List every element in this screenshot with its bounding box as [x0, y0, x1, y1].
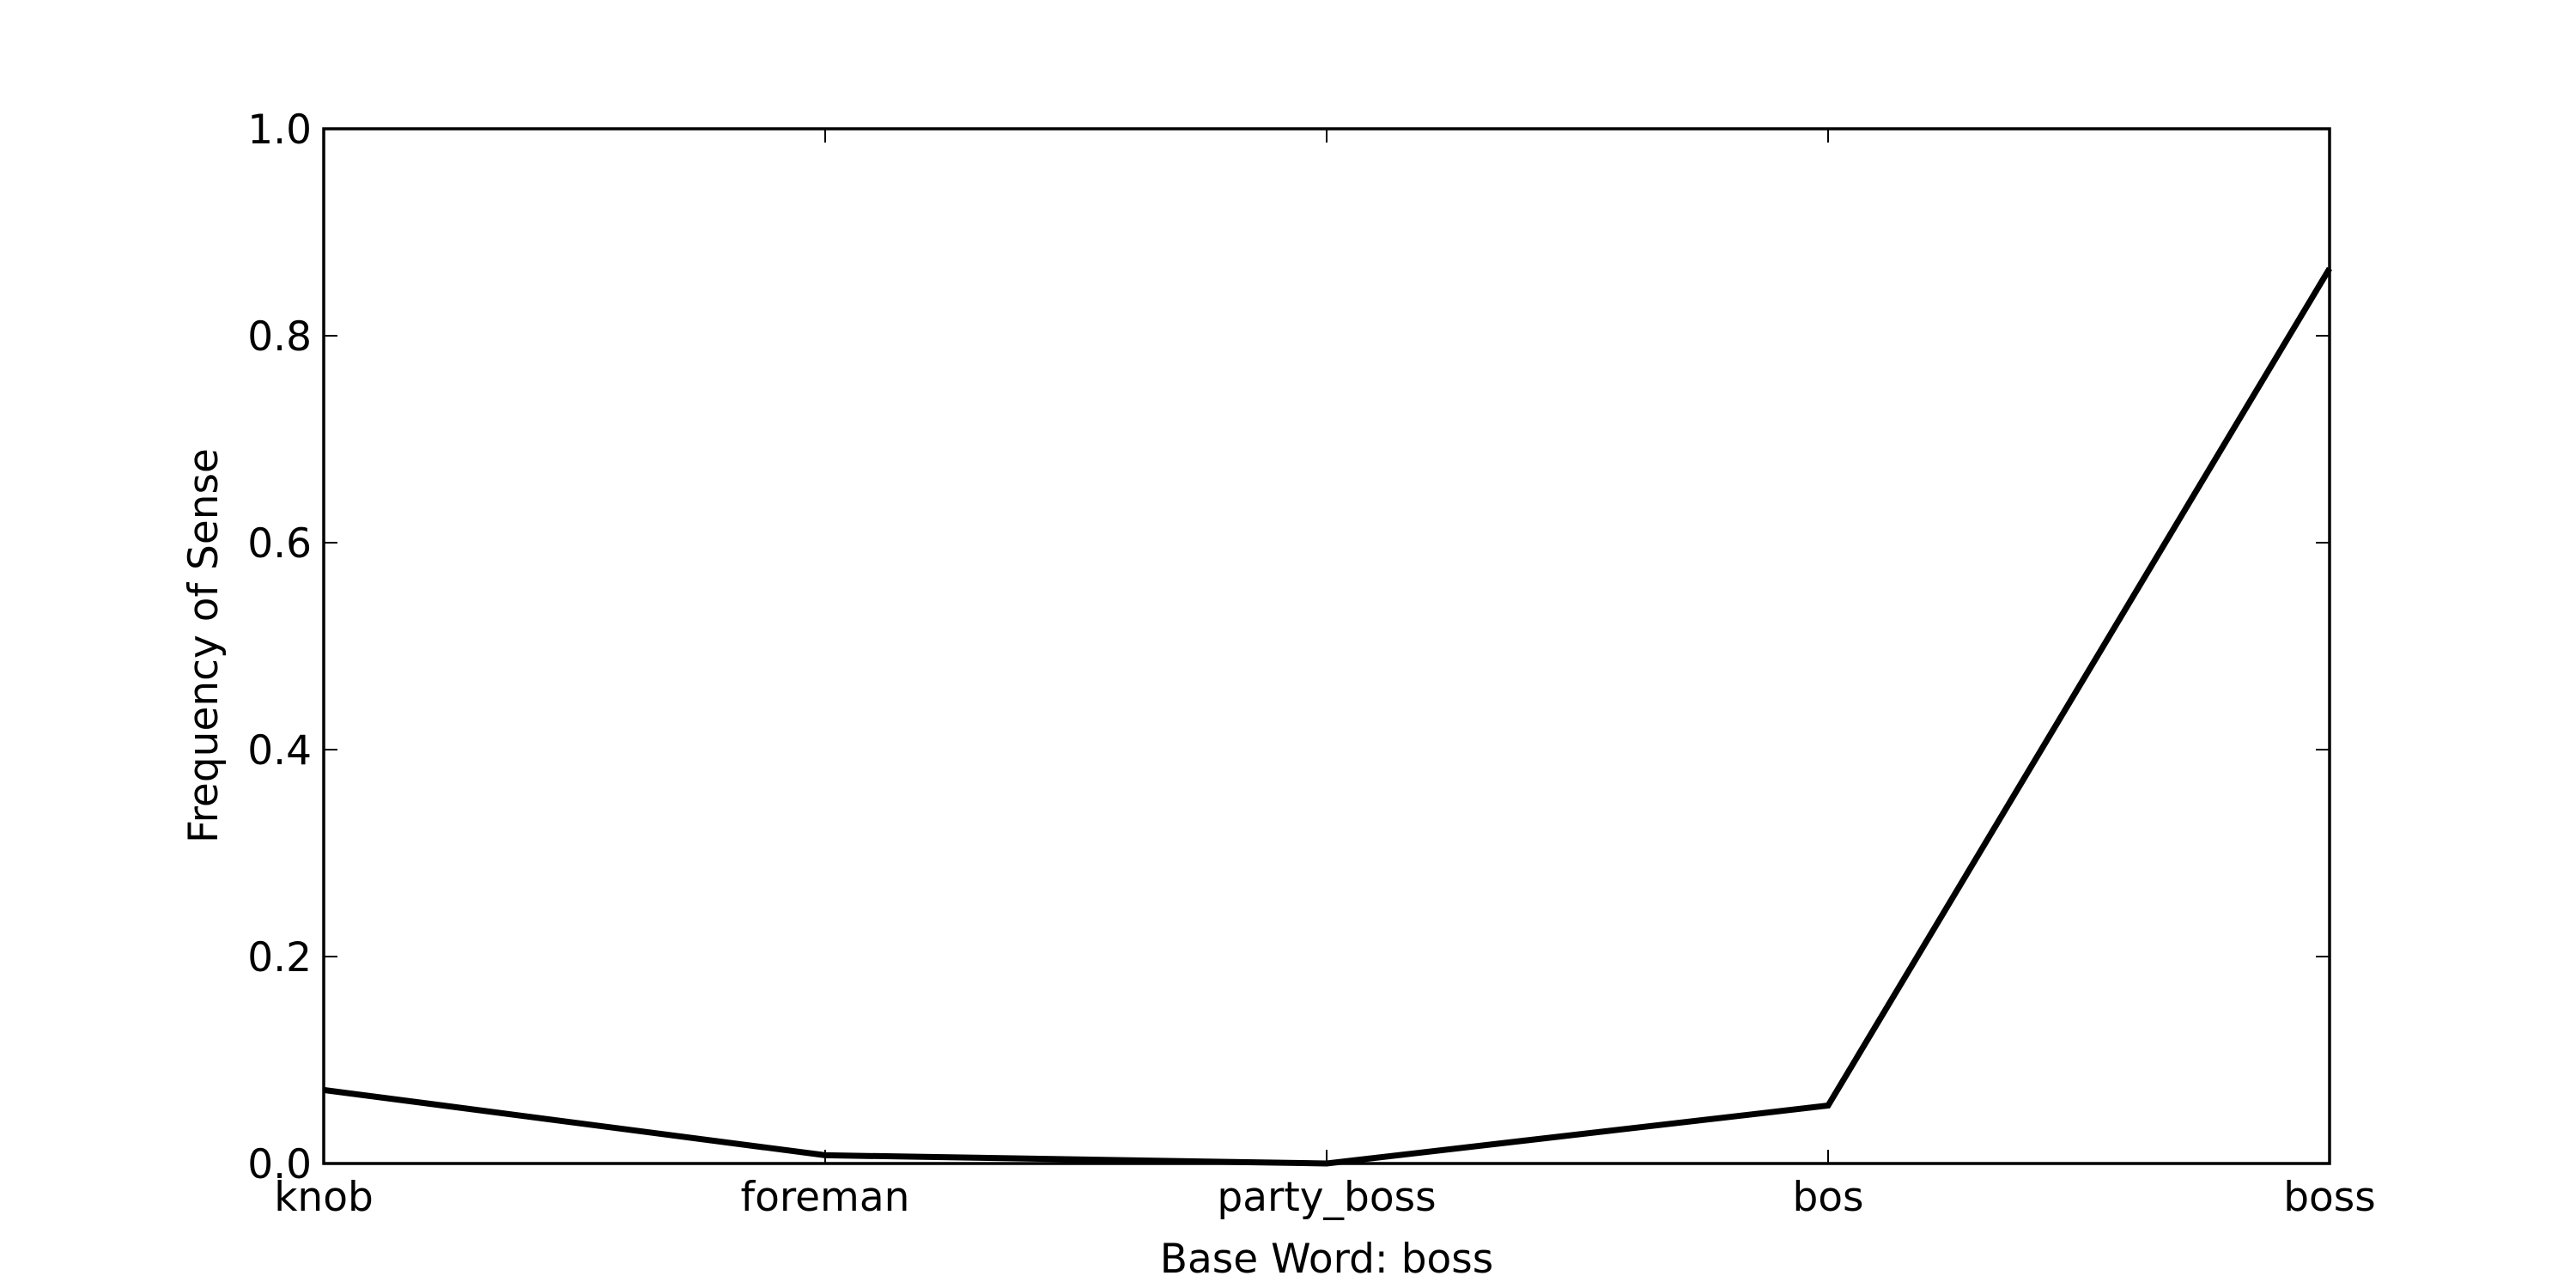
- y-tick-label: 0.0: [247, 1141, 312, 1188]
- y-tick-label: 0.8: [247, 313, 312, 361]
- y-tick-label: 0.4: [247, 727, 312, 775]
- labels-layer: 0.0 0.2 0.4 0.6 0.8 1.0 knob foreman party_boss b…: [247, 106, 2376, 1221]
- x-axis-label: Base Word: boss: [1160, 1236, 1494, 1283]
- x-tick-label: party_boss: [1217, 1174, 1436, 1221]
- x-tick-label: foreman: [741, 1174, 910, 1221]
- y-tick-label: 0.2: [247, 934, 312, 981]
- y-tick-label: 1.0: [247, 106, 312, 154]
- plot-layer: [323, 266, 2333, 1167]
- y-axis-label: Frequency of Sense: [180, 448, 228, 843]
- plot-frame: [322, 127, 2331, 1165]
- x-tick-label: knob: [274, 1174, 374, 1221]
- x-tick-label: boss: [2283, 1174, 2376, 1221]
- ticks-layer: [323, 128, 2330, 1164]
- series-line-0: [323, 266, 2333, 1167]
- y-tick-label: 0.6: [247, 520, 312, 568]
- x-tick-label: bos: [1792, 1174, 1863, 1221]
